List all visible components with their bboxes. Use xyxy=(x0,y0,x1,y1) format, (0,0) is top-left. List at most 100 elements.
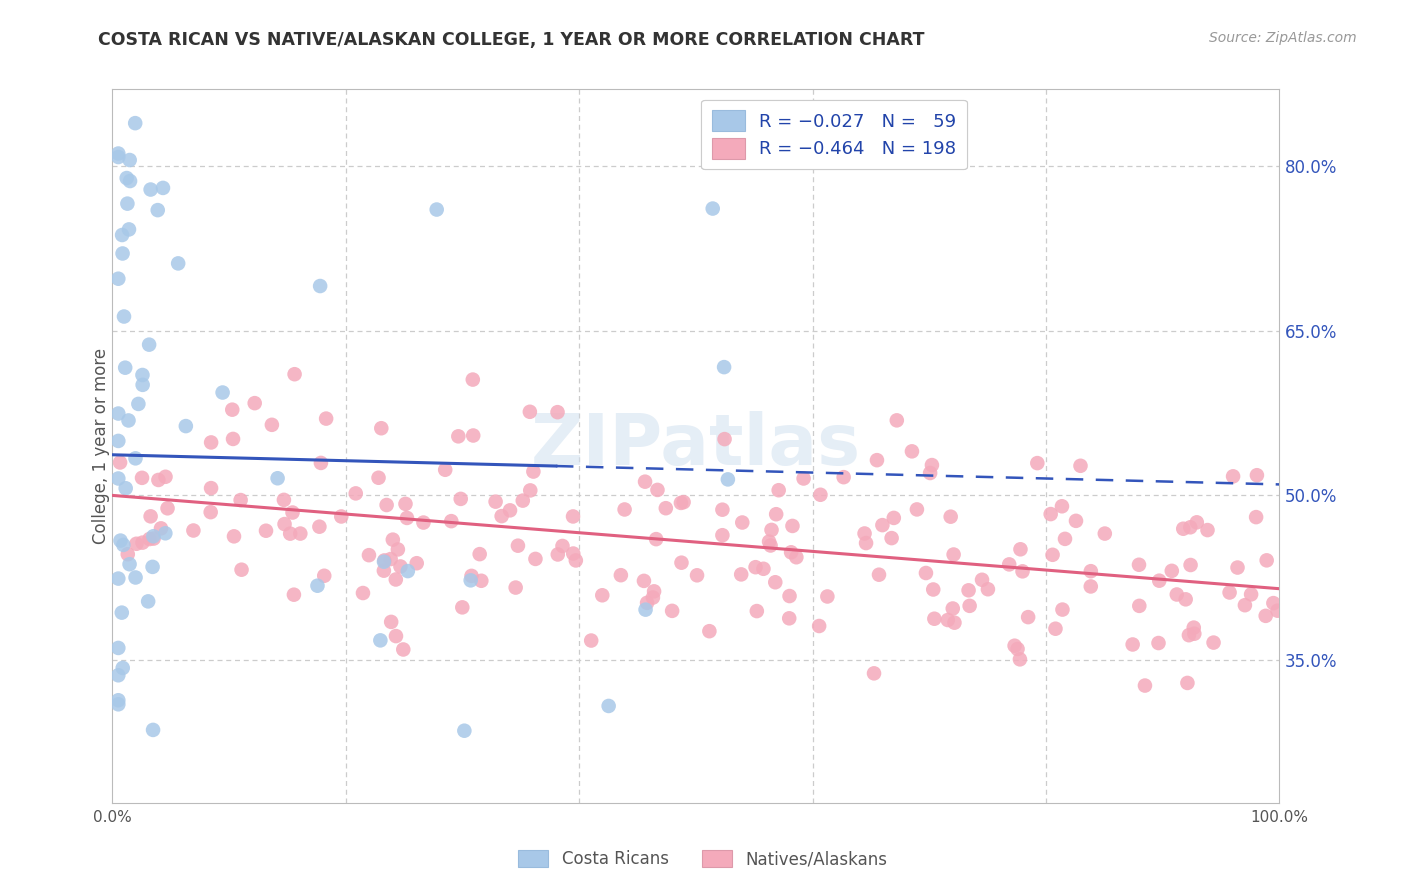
Point xyxy=(661,604,683,618)
Point xyxy=(389,559,412,574)
Point xyxy=(1173,522,1195,536)
Point xyxy=(136,594,159,608)
Point xyxy=(278,526,301,541)
Point xyxy=(284,368,307,382)
Point xyxy=(229,493,252,508)
Point xyxy=(1128,558,1150,572)
Point xyxy=(139,509,162,524)
Point xyxy=(1004,639,1026,653)
Point xyxy=(1240,587,1263,601)
Point xyxy=(117,413,139,427)
Point xyxy=(765,507,787,521)
Point xyxy=(200,481,222,495)
Point xyxy=(405,556,427,570)
Point xyxy=(1045,622,1067,636)
Point xyxy=(167,256,190,270)
Point xyxy=(107,146,129,161)
Point xyxy=(447,429,470,443)
Point xyxy=(872,518,894,533)
Point xyxy=(370,633,392,648)
Point xyxy=(440,514,463,528)
Point xyxy=(491,509,513,524)
Point xyxy=(1233,598,1256,612)
Point xyxy=(634,475,657,489)
Legend: Costa Ricans, Natives/Alaskans: Costa Ricans, Natives/Alaskans xyxy=(512,843,894,875)
Point xyxy=(522,465,544,479)
Point xyxy=(998,558,1021,572)
Point xyxy=(315,411,337,425)
Point xyxy=(768,483,790,498)
Point xyxy=(633,574,655,588)
Point xyxy=(1180,558,1202,572)
Point xyxy=(309,279,332,293)
Point xyxy=(396,564,419,578)
Point xyxy=(551,539,574,553)
Point xyxy=(200,505,222,519)
Point xyxy=(901,444,924,458)
Point xyxy=(107,271,129,285)
Point xyxy=(1197,523,1219,537)
Point xyxy=(155,470,177,484)
Point xyxy=(484,494,506,508)
Point xyxy=(1254,608,1277,623)
Point xyxy=(243,396,266,410)
Point xyxy=(883,511,905,525)
Point xyxy=(810,488,832,502)
Point xyxy=(711,502,734,516)
Point xyxy=(759,539,782,553)
Point xyxy=(669,496,692,510)
Point xyxy=(524,552,547,566)
Point xyxy=(610,568,633,582)
Point xyxy=(1180,520,1202,534)
Point xyxy=(107,407,129,421)
Point xyxy=(936,613,959,627)
Point xyxy=(307,579,329,593)
Point xyxy=(1149,574,1171,588)
Point xyxy=(636,596,658,610)
Point xyxy=(959,599,981,613)
Point xyxy=(598,698,620,713)
Point xyxy=(111,246,134,260)
Point xyxy=(647,483,669,497)
Point xyxy=(1182,626,1205,640)
Point xyxy=(1069,458,1091,473)
Point xyxy=(412,516,434,530)
Point xyxy=(645,532,668,546)
Point xyxy=(131,368,153,382)
Point xyxy=(183,524,205,538)
Point xyxy=(148,473,170,487)
Point xyxy=(778,611,800,625)
Point xyxy=(1267,604,1289,618)
Point xyxy=(613,502,636,516)
Point xyxy=(855,536,877,550)
Point xyxy=(357,548,380,562)
Point xyxy=(1246,468,1268,483)
Point xyxy=(1008,652,1031,666)
Point xyxy=(434,463,457,477)
Point xyxy=(107,640,129,655)
Point xyxy=(832,470,855,484)
Point xyxy=(107,471,129,485)
Point xyxy=(385,573,408,587)
Point xyxy=(380,615,402,629)
Point xyxy=(782,519,804,533)
Point xyxy=(512,493,534,508)
Point xyxy=(375,498,398,512)
Point xyxy=(730,567,752,582)
Point xyxy=(221,402,243,417)
Point xyxy=(108,455,131,469)
Point xyxy=(142,532,165,546)
Point xyxy=(920,466,942,480)
Point xyxy=(394,497,416,511)
Point xyxy=(1050,500,1073,514)
Point xyxy=(499,503,522,517)
Point xyxy=(643,584,665,599)
Point xyxy=(118,153,141,167)
Point xyxy=(281,506,304,520)
Point xyxy=(111,661,134,675)
Point xyxy=(1160,564,1182,578)
Point xyxy=(460,574,482,588)
Point xyxy=(273,492,295,507)
Point xyxy=(344,486,367,500)
Point xyxy=(942,601,965,615)
